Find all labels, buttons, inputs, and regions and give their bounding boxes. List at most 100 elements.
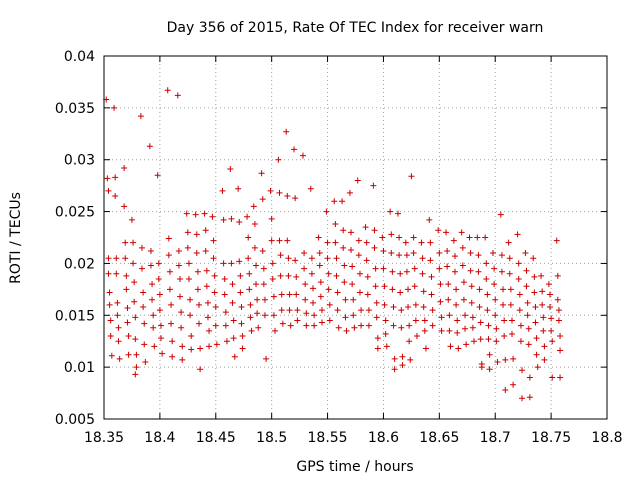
data-point <box>131 298 138 305</box>
data-point <box>453 286 460 293</box>
data-point <box>222 309 229 316</box>
data-point <box>421 317 428 324</box>
data-point <box>184 229 191 236</box>
data-point <box>278 307 285 314</box>
data-point <box>197 366 204 373</box>
data-point <box>451 268 458 275</box>
data-point <box>159 350 166 357</box>
data-point <box>340 227 347 234</box>
data-point <box>237 289 244 296</box>
data-point <box>533 335 540 342</box>
data-point <box>140 303 147 310</box>
data-point <box>411 265 418 272</box>
data-point <box>403 268 410 275</box>
data-point <box>108 352 115 359</box>
data-point <box>532 319 539 326</box>
chart-title: Day 356 of 2015, Rate Of TEC Index for r… <box>167 20 544 36</box>
data-point <box>201 210 208 217</box>
data-point <box>410 250 417 257</box>
data-point <box>147 247 154 254</box>
data-point <box>436 250 443 257</box>
data-point <box>349 263 356 270</box>
data-point <box>418 239 425 246</box>
data-point <box>333 255 340 262</box>
data-point <box>339 198 346 205</box>
data-point <box>325 270 332 277</box>
data-point <box>165 235 172 242</box>
data-point <box>149 296 156 303</box>
data-point <box>373 299 380 306</box>
data-point <box>493 325 500 332</box>
data-point <box>515 260 522 267</box>
data-point <box>371 244 378 251</box>
data-point <box>239 345 246 352</box>
data-point <box>111 104 118 111</box>
data-point <box>410 234 417 241</box>
points-layer <box>103 87 564 402</box>
data-point <box>292 257 299 264</box>
data-point <box>220 216 227 223</box>
data-point <box>334 307 341 314</box>
data-point <box>253 281 260 288</box>
data-point <box>470 338 477 345</box>
data-point <box>459 244 466 251</box>
data-point <box>219 187 226 194</box>
data-point <box>284 237 291 244</box>
data-point <box>317 293 324 300</box>
data-point <box>316 262 323 269</box>
data-point <box>122 255 129 262</box>
data-point <box>125 351 132 358</box>
data-point <box>193 250 200 257</box>
data-point <box>477 336 484 343</box>
data-point <box>422 345 429 352</box>
data-point <box>427 239 434 246</box>
data-point <box>356 270 363 277</box>
data-point <box>545 281 552 288</box>
x-axis-label: GPS time / hours <box>296 459 413 475</box>
data-point <box>468 283 475 290</box>
data-point <box>557 333 564 340</box>
data-point <box>158 322 165 329</box>
data-point <box>523 283 530 290</box>
data-point <box>302 281 309 288</box>
data-point <box>112 174 119 181</box>
data-point <box>194 286 201 293</box>
data-point <box>209 213 216 220</box>
data-point <box>467 267 474 274</box>
data-point <box>364 273 371 280</box>
data-point <box>229 281 236 288</box>
data-point <box>356 289 363 296</box>
data-point <box>168 301 175 308</box>
data-point <box>493 338 500 345</box>
data-point <box>421 327 428 334</box>
data-point <box>211 289 218 296</box>
data-point <box>554 272 561 279</box>
data-point <box>522 250 529 257</box>
data-point <box>350 296 357 303</box>
data-point <box>178 324 185 331</box>
data-point <box>308 270 315 277</box>
data-point <box>486 351 493 358</box>
data-point <box>397 289 404 296</box>
data-point <box>253 262 260 269</box>
data-point <box>158 335 165 342</box>
data-point <box>149 281 156 288</box>
data-point <box>284 193 291 200</box>
data-point <box>397 270 404 277</box>
data-point <box>245 255 252 262</box>
data-point <box>491 265 498 272</box>
data-point <box>382 330 389 337</box>
data-point <box>194 268 201 275</box>
data-point <box>246 286 253 293</box>
y-axis-label: ROTI / TECUs <box>8 192 24 284</box>
data-point <box>476 303 483 310</box>
data-point <box>115 324 122 331</box>
data-point <box>132 371 139 378</box>
data-point <box>231 353 238 360</box>
data-point <box>476 286 483 293</box>
data-point <box>141 341 148 348</box>
data-point <box>311 312 318 319</box>
data-point <box>318 319 325 326</box>
data-point <box>525 341 532 348</box>
y-tick-label: 0.015 <box>55 308 95 324</box>
